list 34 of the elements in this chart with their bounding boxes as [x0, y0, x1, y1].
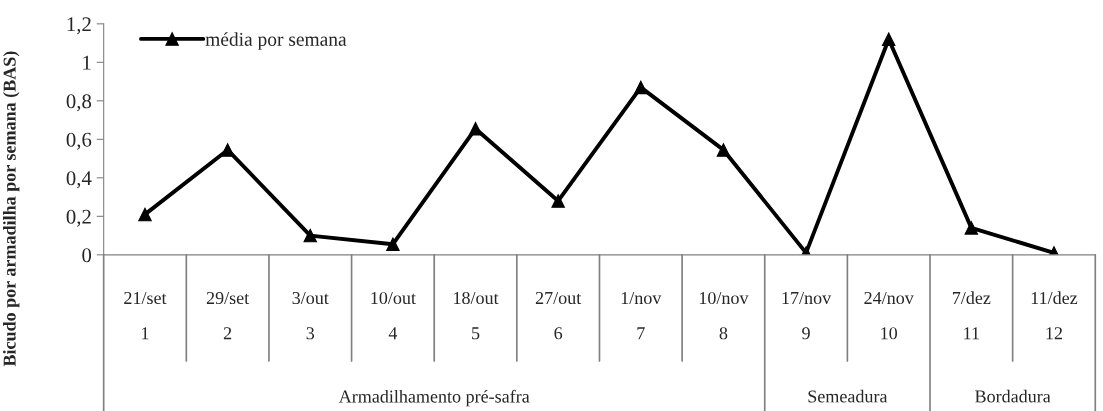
y-axis-title: Bicudo por armadilha por semana (BAS) — [3, 51, 20, 367]
category-label: 24/nov 10 — [864, 291, 914, 340]
point — [964, 221, 979, 235]
point — [551, 194, 565, 208]
text: Bordadura — [975, 389, 1051, 403]
point — [220, 143, 235, 157]
category-label: 18/out 5 — [454, 291, 499, 340]
y-tick-label: 0,4 — [66, 171, 92, 189]
point — [303, 228, 318, 243]
y-tick-label: 0,6 — [66, 132, 92, 150]
category-label: 1/nov 7 — [621, 291, 662, 340]
point — [386, 237, 400, 251]
y-tick-label: 1 — [83, 55, 91, 70]
category-label: 10/out 4 — [371, 291, 416, 340]
category-label: 11/dez 12 — [1031, 291, 1078, 340]
category-label: 27/out 6 — [535, 291, 582, 340]
category-label: 21/set 1 — [124, 291, 167, 340]
point — [634, 80, 648, 95]
text: Armadilhamento pré-safra — [338, 389, 530, 407]
point — [716, 143, 731, 157]
legend-label: média por semana — [205, 32, 347, 50]
point — [138, 207, 152, 222]
point — [468, 121, 483, 136]
text: Semeadura — [808, 389, 888, 403]
category-label: 7/dez 11 — [952, 291, 991, 340]
y-tick-label: 0,2 — [66, 209, 91, 227]
category-label: 10/nov 8 — [699, 291, 749, 340]
category-label: 17/nov 9 — [782, 291, 832, 340]
point — [881, 32, 896, 47]
y-tick-label: 1,2 — [67, 17, 91, 35]
y-tick-label: 0,8 — [66, 94, 92, 112]
category-label: 29/set 2 — [206, 291, 250, 340]
y-tick-label: 0 — [82, 248, 92, 263]
category-label: 3/out 3 — [292, 291, 329, 340]
